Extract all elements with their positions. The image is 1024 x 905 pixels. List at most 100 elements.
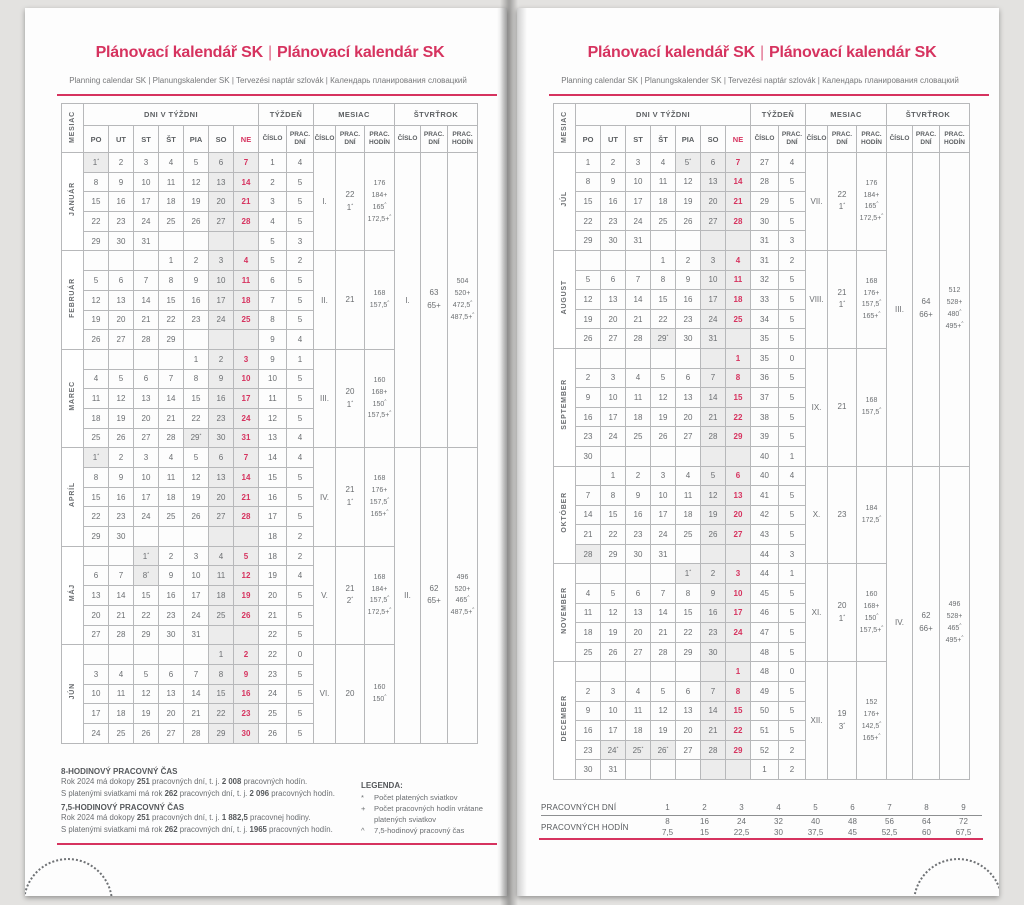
day-cell	[625, 249, 651, 271]
day-cell: 30	[233, 722, 259, 744]
day-cell: 17	[133, 486, 159, 508]
week-workdays-cell: 2	[778, 759, 806, 780]
note-8h-line2: S platenými sviatkami má rok 262 pracovn…	[61, 788, 335, 798]
day-cell: 30	[625, 543, 651, 565]
day-cell: 25	[108, 722, 134, 744]
day-cell: 22	[600, 524, 626, 545]
day-cell: 18	[83, 407, 109, 429]
month-workhours-cell: 168 157,5^	[856, 347, 887, 467]
day-cell: 4	[625, 681, 651, 702]
day-cell: 3	[83, 663, 109, 685]
week-workdays-cell: 5	[286, 368, 314, 390]
day-cell: 29*	[650, 328, 676, 349]
day-cell: 14	[650, 602, 676, 624]
day-cell: 29	[725, 739, 751, 761]
week-workdays-cell: 5	[778, 504, 806, 526]
perforation-arc	[913, 858, 999, 896]
day-cell: 29	[83, 526, 109, 547]
day-cell: 21	[725, 191, 751, 212]
day-cell: 7	[725, 152, 751, 173]
day-cell: 19	[83, 309, 109, 331]
day-cell: 15	[650, 289, 676, 310]
week-workdays-cell: 0	[778, 661, 806, 683]
day-cell: 3	[600, 681, 626, 702]
day-cell: 12	[108, 388, 134, 409]
week-number-cell: 25	[258, 703, 287, 724]
week-number-cell: 40	[750, 465, 779, 487]
day-cell: 12	[675, 171, 701, 193]
week-workdays-cell: 5	[778, 406, 806, 428]
month-workdays-cell: 20	[335, 644, 365, 744]
day-cell: 5	[700, 465, 726, 487]
day-header-so: SO	[208, 125, 234, 153]
day-cell: 11	[625, 387, 651, 408]
day-cell: 10	[183, 565, 209, 587]
week-number-cell: 36	[750, 367, 779, 389]
month-workdays-cell: 21	[335, 250, 365, 350]
column-header-mesiac-group: MESIAC	[313, 103, 395, 126]
day-cell: 30	[575, 759, 601, 780]
day-cell: 7	[575, 485, 601, 506]
month-name-2: SEPTEMBER	[553, 347, 576, 467]
day-cell: 30	[108, 230, 134, 252]
day-cell	[675, 661, 701, 683]
day-cell: 31	[133, 230, 159, 252]
day-cell	[133, 526, 159, 547]
day-cell: 16	[233, 683, 259, 705]
book-spine	[500, 0, 518, 905]
week-workdays-cell: 5	[778, 367, 806, 389]
day-cell: 20	[83, 604, 109, 626]
week-workdays-cell: 5	[778, 700, 806, 722]
day-cell: 8	[725, 681, 751, 702]
week-workdays-cell: 4	[286, 427, 314, 449]
week-number-cell: 22	[258, 624, 287, 646]
day-cell: 10	[650, 485, 676, 506]
day-cell: 18	[158, 486, 184, 508]
day-cell: 14	[108, 585, 134, 606]
day-cell: 14	[575, 504, 601, 526]
day-cell: 30	[575, 445, 601, 467]
worktime-notes: 8-HODINOVÝ PRACOVNÝ ČAS Rok 2024 má doko…	[61, 763, 356, 836]
hours-value: 72 67,5	[955, 817, 972, 837]
hours-value: 8 7,5	[661, 817, 674, 837]
week-number-cell: 28	[750, 171, 779, 193]
day-cell: 7	[650, 583, 676, 604]
day-cell: 7	[133, 270, 159, 291]
day-cell: 28	[625, 328, 651, 349]
day-cell: 9	[233, 663, 259, 685]
day-cell	[625, 347, 651, 369]
day-cell: 13	[108, 289, 134, 311]
day-cell: 25	[83, 427, 109, 449]
day-cell: 25	[158, 506, 184, 528]
day-cell	[650, 347, 676, 369]
day-cell: 12	[83, 289, 109, 311]
subcolumn-header: PRAC. DNÍ	[827, 125, 857, 153]
hours-value: 56 52,5	[881, 817, 898, 837]
week-row: APRÍL 1* 2 3 4 5 6 7 14 4 IV. 21 1* 168 176+ 157,5^ 165+…	[61, 447, 478, 744]
day-cell: 9	[208, 368, 234, 390]
day-cell: 18	[725, 289, 751, 310]
day-cell: 16	[108, 486, 134, 508]
day-cell: 28	[158, 427, 184, 449]
day-cell: 1	[650, 249, 676, 271]
week-number-cell: 4	[258, 211, 287, 232]
day-cell: 25	[575, 641, 601, 663]
week-workdays-cell: 3	[286, 230, 314, 252]
day-cell: 22	[725, 720, 751, 741]
week-number-cell: 19	[258, 565, 287, 587]
quarter-workdays-cell: 64 66+	[912, 152, 940, 467]
day-cell: 13	[158, 683, 184, 705]
subcolumn-header: PRAC. DNÍ	[912, 125, 940, 153]
day-cell	[600, 563, 626, 585]
day-cell: 14	[233, 171, 259, 193]
day-cell: 11	[158, 171, 184, 193]
month-number-cell: X.	[805, 465, 828, 565]
day-cell: 2	[108, 447, 134, 468]
hours-day-count: 5	[797, 800, 834, 816]
day-cell: 3	[650, 465, 676, 487]
week-number-cell: 21	[258, 604, 287, 626]
day-cell: 17	[600, 406, 626, 428]
day-cell	[575, 347, 601, 369]
day-cell	[575, 465, 601, 487]
day-cell: 15	[575, 191, 601, 212]
